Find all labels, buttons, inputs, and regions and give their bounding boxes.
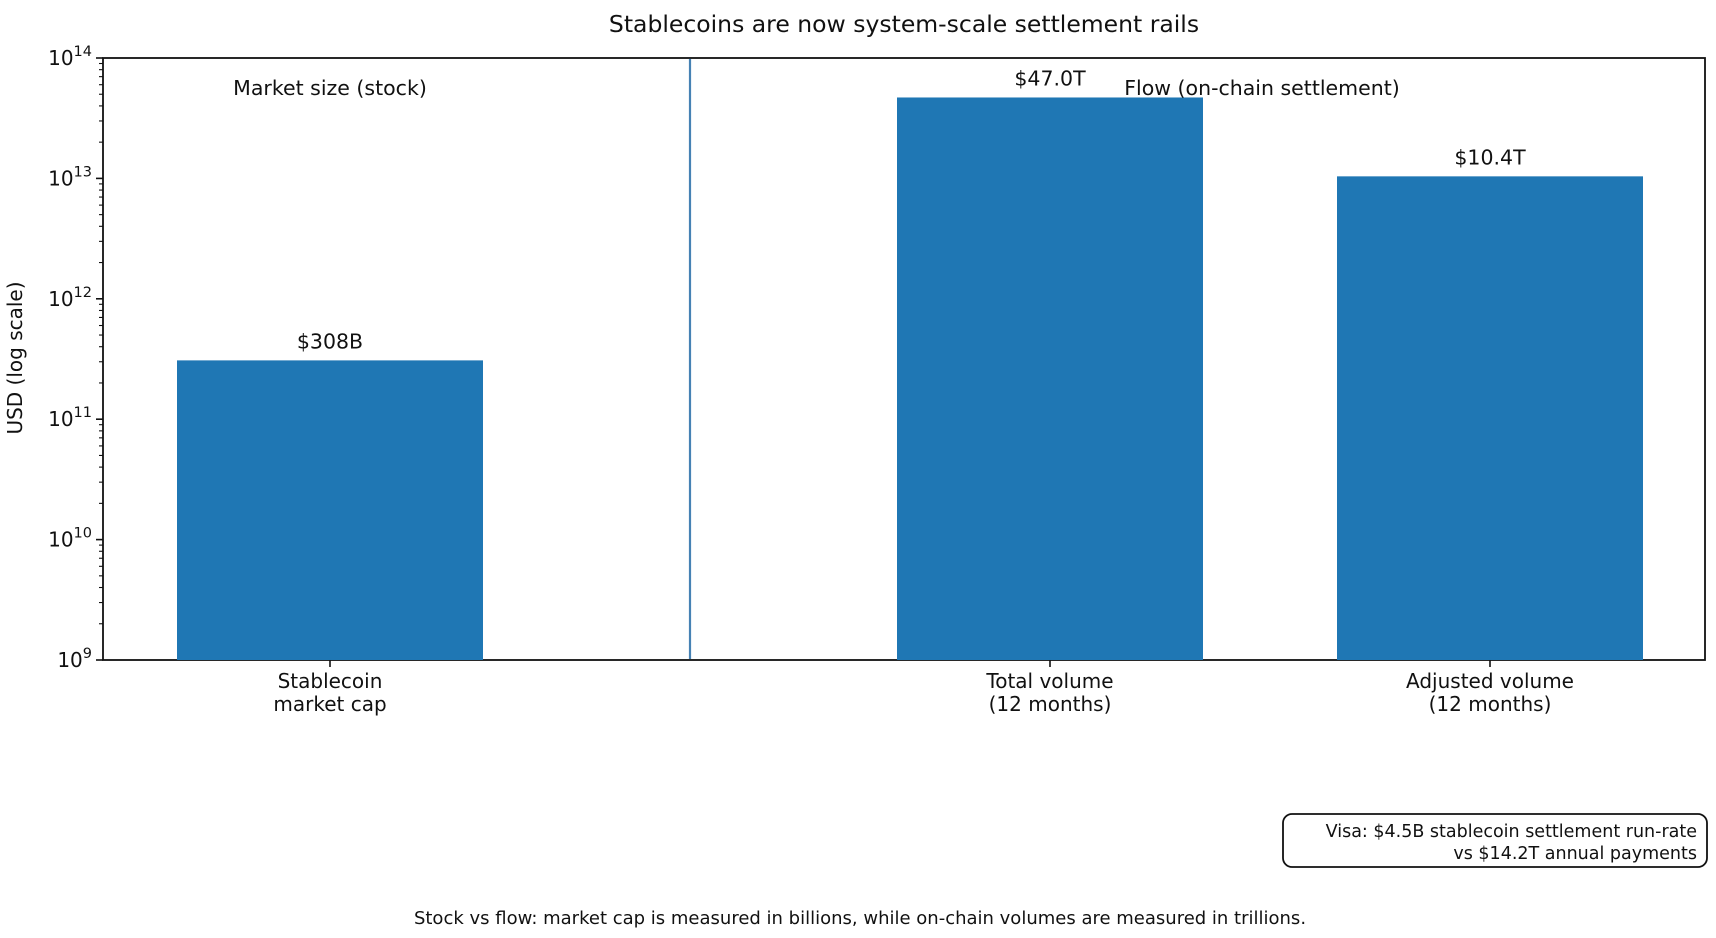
x-tick-label: Adjusted volume (12 months): [1406, 669, 1574, 716]
annotation-box: [1282, 813, 1708, 868]
x-tick-label: Total volume (12 months): [985, 669, 1113, 716]
bar-value-label: $10.4T: [1454, 145, 1526, 169]
plot-dynamic-layer: 109 1010 1011 1012 1013 1014 $308B Stablecoin ma…: [48, 44, 1643, 716]
y-tick-label: 1012: [48, 285, 92, 311]
figure-caption: Stock vs flow: market cap is measured in…: [414, 908, 1306, 929]
y-tick-label: 109: [57, 646, 92, 672]
chart-title: Stablecoins are now system-scale settlem…: [609, 10, 1199, 38]
annotation-line-2: vs $14.2T annual payments: [1453, 844, 1697, 864]
bar-value-label: $308B: [297, 329, 363, 353]
bar: [177, 360, 483, 660]
bar-value-label: $47.0T: [1014, 66, 1086, 90]
y-tick-label: 1011: [48, 405, 92, 431]
x-tick-label: Stablecoin market cap: [273, 669, 386, 716]
y-tick-label: 1013: [48, 164, 92, 190]
y-tick-label: 1010: [48, 526, 92, 552]
bar: [1337, 176, 1643, 660]
y-tick-label: 1014: [48, 44, 92, 70]
section-label-flow: Flow (on-chain settlement): [1124, 76, 1400, 100]
bar: [897, 97, 1203, 660]
section-label-stock: Market size (stock): [233, 76, 427, 100]
y-axis-label: USD (log scale): [3, 281, 27, 434]
annotation-line-1: Visa: $4.5B stablecoin settlement run-ra…: [1326, 822, 1697, 842]
